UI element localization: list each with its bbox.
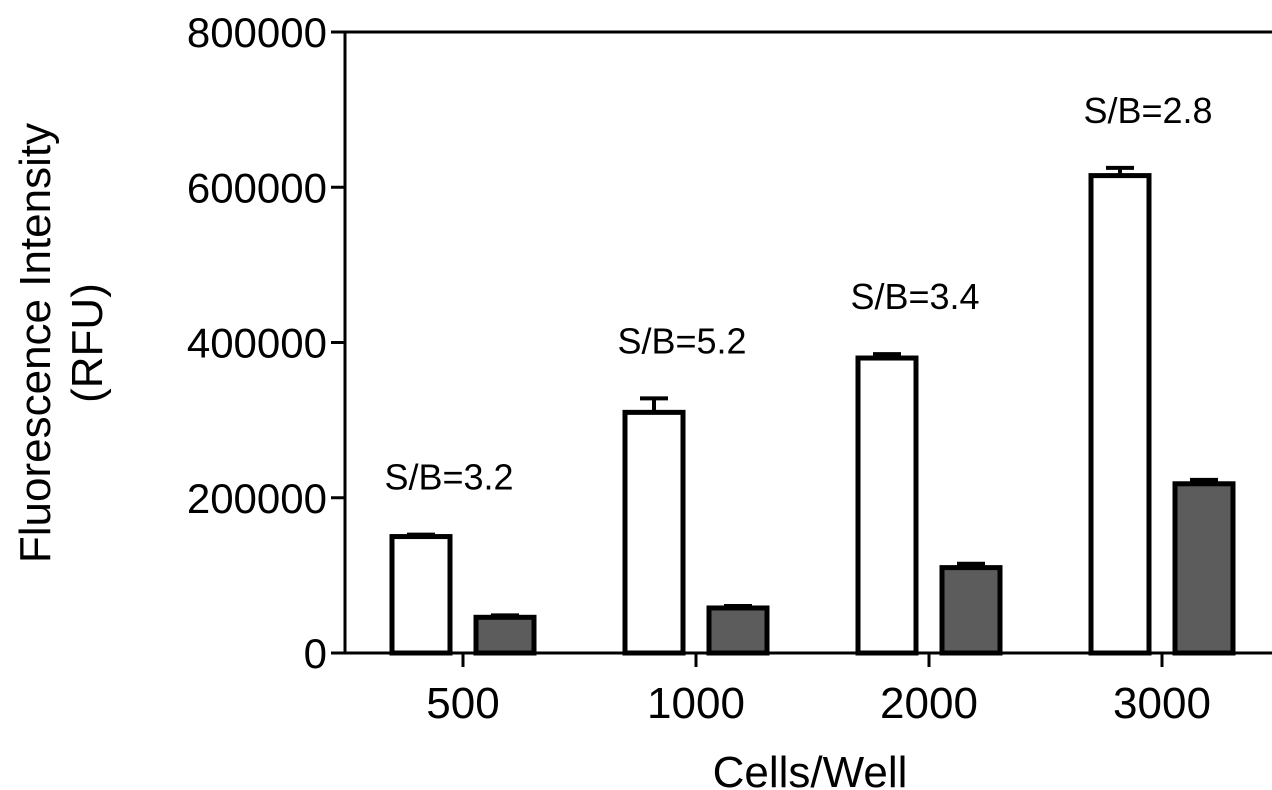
y-tick-label: 800000 bbox=[187, 9, 327, 56]
sb-ratio-label: S/B=5.2 bbox=[617, 320, 746, 361]
y-tick-label: 400000 bbox=[187, 320, 327, 367]
sb-ratio-label: S/B=3.2 bbox=[384, 457, 513, 498]
bar bbox=[706, 605, 770, 656]
bar bbox=[1172, 481, 1236, 656]
y-tick-label: 600000 bbox=[187, 164, 327, 211]
y-axis-label: Fluorescence Intensity (RFU) bbox=[11, 123, 112, 563]
bar bbox=[855, 355, 919, 656]
y-tick-label: 0 bbox=[304, 630, 327, 677]
y-axis-label-line: Fluorescence Intensity bbox=[11, 123, 60, 563]
y-tick-label: 200000 bbox=[187, 475, 327, 522]
annotations: S/B=3.2 S/B=5.2 S/B=3.4 S/B=2.8 bbox=[384, 90, 1212, 498]
sb-ratio-label: S/B=3.4 bbox=[850, 276, 979, 317]
bars bbox=[389, 165, 1236, 656]
bar bbox=[389, 534, 453, 656]
y-axis-label-line: (RFU) bbox=[63, 283, 112, 403]
x-tick-label: 500 bbox=[426, 679, 499, 728]
x-axis-label: Cells/Well bbox=[713, 748, 908, 790]
x-tick-label: 3000 bbox=[1113, 679, 1211, 728]
tick-labels: 0 200000 400000 600000 800000 500 1000 2000 3000 bbox=[187, 9, 1211, 728]
bar bbox=[622, 409, 686, 656]
bar bbox=[1088, 173, 1152, 656]
bar bbox=[939, 565, 1003, 656]
x-tick-label: 2000 bbox=[880, 679, 978, 728]
sb-ratio-label: S/B=2.8 bbox=[1083, 90, 1212, 131]
x-tick-label: 1000 bbox=[647, 679, 745, 728]
bar bbox=[473, 614, 537, 656]
